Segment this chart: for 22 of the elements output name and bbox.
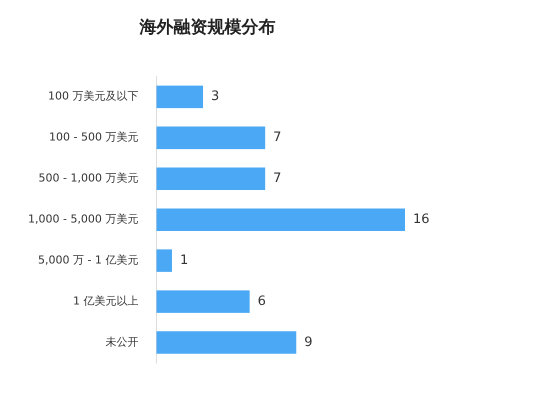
- bar: [156, 86, 204, 108]
- y-tick-label: 100 万美元及以下: [48, 90, 138, 103]
- data-label: 9: [304, 334, 313, 350]
- bar: [156, 249, 172, 272]
- data-label: 7: [273, 171, 282, 186]
- bar: [156, 208, 405, 231]
- bar: [156, 290, 250, 313]
- data-label: 7: [273, 130, 282, 146]
- y-tick-label: 1,000 - 5,000 万美元: [28, 212, 138, 226]
- y-tick-label: 未公开: [105, 335, 138, 348]
- data-label: 16: [413, 212, 430, 228]
- bar: [156, 126, 266, 150]
- data-label: 3: [211, 89, 220, 104]
- bar: [156, 331, 296, 354]
- bar: [156, 168, 266, 190]
- y-tick-label: 1 亿美元以上: [72, 294, 138, 308]
- y-tick-label: 100 - 500 万美元: [48, 130, 138, 144]
- y-tick-label: 5,000 万 - 1 亿美元: [38, 254, 138, 266]
- chart-title: 海外融资规模分布: [138, 18, 276, 38]
- data-label: 6: [258, 294, 266, 309]
- data-label: 1: [180, 253, 188, 268]
- y-tick-label: 500 - 1,000 万美元: [38, 172, 138, 185]
